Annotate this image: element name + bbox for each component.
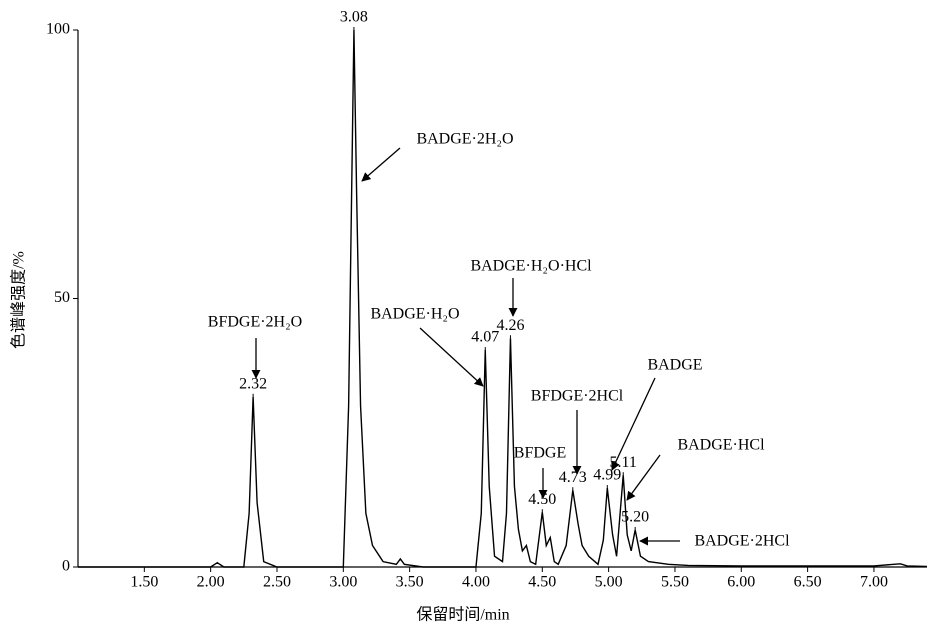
arrow	[419, 327, 484, 387]
peak-label: 4.26	[496, 317, 524, 334]
peak-label: 2.32	[239, 375, 267, 392]
compound-label: BADGE·2HCl	[694, 533, 790, 550]
compound-label: BFDGE	[514, 445, 566, 462]
x-axis-label: 保留时间/min	[416, 606, 509, 624]
x-tick-label: 3.00	[329, 574, 357, 591]
peak-label: 4.99	[593, 467, 621, 484]
compound-label: BFDGE·2H₂O	[208, 314, 302, 331]
compound-label: BADGE·H₂O·HCl	[470, 258, 592, 275]
y-axis-label: 色谱峰强度/%	[10, 251, 28, 349]
arrow	[361, 147, 401, 182]
x-tick-label: 3.50	[396, 574, 424, 591]
x-tick-label: 5.50	[661, 574, 689, 591]
peak-label: 4.07	[471, 329, 499, 346]
x-tick-label: 6.00	[727, 574, 755, 591]
x-tick-label: 7.00	[860, 574, 888, 591]
peak-label: 4.50	[528, 491, 556, 508]
peak-label: 5.20	[621, 509, 649, 526]
arrow	[611, 377, 656, 471]
y-tick-label: 50	[54, 289, 70, 306]
compound-label: BADGE	[647, 357, 702, 374]
arrow	[626, 454, 661, 501]
y-tick-label: 0	[62, 558, 70, 575]
compound-label: BADGE·HCl	[677, 437, 765, 454]
peak-label: 4.73	[559, 469, 587, 486]
trace	[78, 29, 927, 568]
peak-label: 5.11	[610, 454, 637, 471]
x-tick-label: 2.00	[197, 574, 225, 591]
x-tick-label: 1.50	[130, 574, 158, 591]
compound-label: BFDGE·2HCl	[531, 388, 624, 405]
y-tick-label: 100	[46, 21, 70, 38]
x-tick-label: 4.00	[462, 574, 490, 591]
peak-label: 3.08	[340, 9, 368, 26]
x-tick-label: 4.50	[528, 574, 556, 591]
compound-label: BADGE·2H₂O	[416, 131, 513, 148]
x-tick-label: 6.50	[794, 574, 822, 591]
x-tick-label: 5.00	[595, 574, 623, 591]
x-tick-label: 2.50	[263, 574, 291, 591]
compound-label: BADGE·H₂O	[370, 306, 459, 323]
